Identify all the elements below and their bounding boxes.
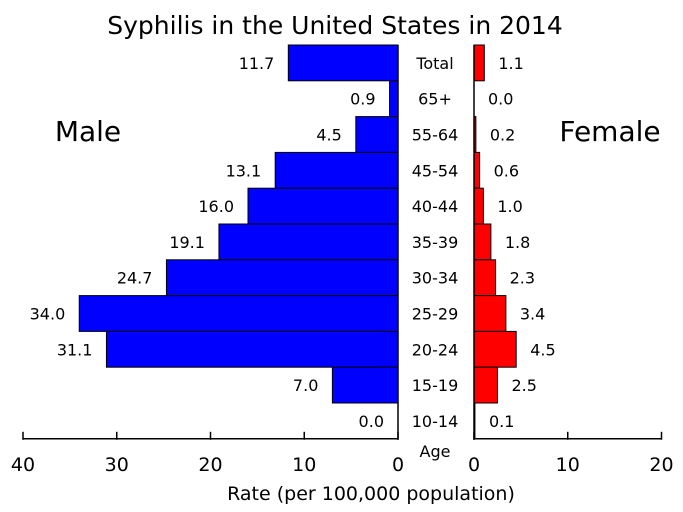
female-x-tick-label: 10 — [556, 454, 580, 476]
male-bar-25-29 — [78, 295, 399, 332]
age-label-20-24: 20-24 — [412, 340, 459, 359]
female-value-55-64: 0.2 — [490, 126, 515, 145]
age-label-total: Total — [415, 54, 453, 73]
female-value-35-39: 1.8 — [505, 233, 530, 252]
female-value-65plus: 0.0 — [488, 90, 513, 109]
female-value-20-24: 4.5 — [530, 340, 555, 359]
male-bars — [78, 44, 399, 404]
male-bar-20-24 — [105, 330, 399, 368]
male-value-65plus: 0.9 — [350, 90, 375, 109]
male-bar-45-54 — [274, 151, 399, 189]
male-bar-total — [287, 44, 399, 82]
female-value-10-14: 0.1 — [489, 412, 514, 431]
male-value-45-54: 13.1 — [226, 161, 262, 180]
axes: 40 30 20 10 0 0 10 20 — [11, 45, 674, 476]
age-label-55-64: 55-64 — [412, 126, 459, 145]
male-x-tick-label: 20 — [198, 454, 222, 476]
male-bar-65plus — [389, 80, 399, 118]
age-category-labels: Total 65+ 55-64 45-54 40-44 35-39 30-34 25-29 20… — [412, 54, 459, 431]
age-label-40-44: 40-44 — [412, 197, 459, 216]
male-value-30-34: 24.7 — [117, 269, 153, 288]
age-label-25-29: 25-29 — [412, 305, 459, 324]
female-bar-total — [473, 44, 485, 82]
female-value-15-19: 2.5 — [511, 376, 536, 395]
male-bar-35-39 — [218, 223, 399, 261]
chart-title: Syphilis in the United States in 2014 — [107, 11, 563, 40]
female-bar-30-34 — [473, 259, 497, 297]
male-value-35-39: 19.1 — [169, 233, 205, 252]
male-series-label: Male — [55, 115, 121, 148]
male-value-10-14: 0.0 — [359, 412, 384, 431]
male-bar-40-44 — [247, 187, 399, 225]
female-bars — [473, 44, 517, 440]
age-axis-label: Age — [420, 442, 451, 461]
age-label-45-54: 45-54 — [412, 161, 459, 180]
male-x-tick-label: 30 — [105, 454, 129, 476]
female-value-45-54: 0.6 — [494, 161, 519, 180]
age-label-30-34: 30-34 — [412, 269, 459, 288]
female-value-25-29: 3.4 — [520, 305, 545, 324]
male-bar-15-19 — [331, 366, 399, 404]
male-value-15-19: 7.0 — [293, 376, 318, 395]
female-bar-25-29 — [473, 295, 507, 332]
male-value-20-24: 31.1 — [57, 340, 93, 359]
male-value-40-44: 16.0 — [198, 197, 234, 216]
value-labels: 11.7 1.1 0.9 0.0 4.5 0.2 13.1 0.6 16.0 1.0 19.1 1.8… — [30, 54, 556, 431]
female-x-tick-label: 20 — [649, 454, 673, 476]
x-axis-title: Rate (per 100,000 population) — [227, 483, 515, 505]
age-label-65plus: 65+ — [418, 90, 452, 109]
male-bar-30-34 — [165, 259, 399, 297]
male-x-tick-label: 10 — [292, 454, 316, 476]
female-bar-40-44 — [473, 187, 484, 225]
age-label-35-39: 35-39 — [412, 233, 459, 252]
male-value-25-29: 34.0 — [30, 305, 66, 324]
male-value-55-64: 4.5 — [316, 126, 341, 145]
female-x-tick-label: 0 — [468, 454, 480, 476]
female-value-total: 1.1 — [498, 54, 523, 73]
female-series-label: Female — [559, 115, 660, 148]
age-label-15-19: 15-19 — [412, 376, 459, 395]
male-x-tick-label: 0 — [392, 454, 404, 476]
female-bar-15-19 — [473, 366, 498, 404]
female-bar-45-54 — [473, 151, 481, 189]
female-bar-35-39 — [473, 223, 492, 261]
age-label-10-14: 10-14 — [412, 412, 459, 431]
male-value-total: 11.7 — [239, 54, 275, 73]
male-x-tick-label: 40 — [11, 454, 35, 476]
female-value-40-44: 1.0 — [497, 197, 522, 216]
female-value-30-34: 2.3 — [510, 269, 535, 288]
male-bar-55-64 — [355, 116, 399, 153]
female-bar-20-24 — [473, 330, 517, 368]
